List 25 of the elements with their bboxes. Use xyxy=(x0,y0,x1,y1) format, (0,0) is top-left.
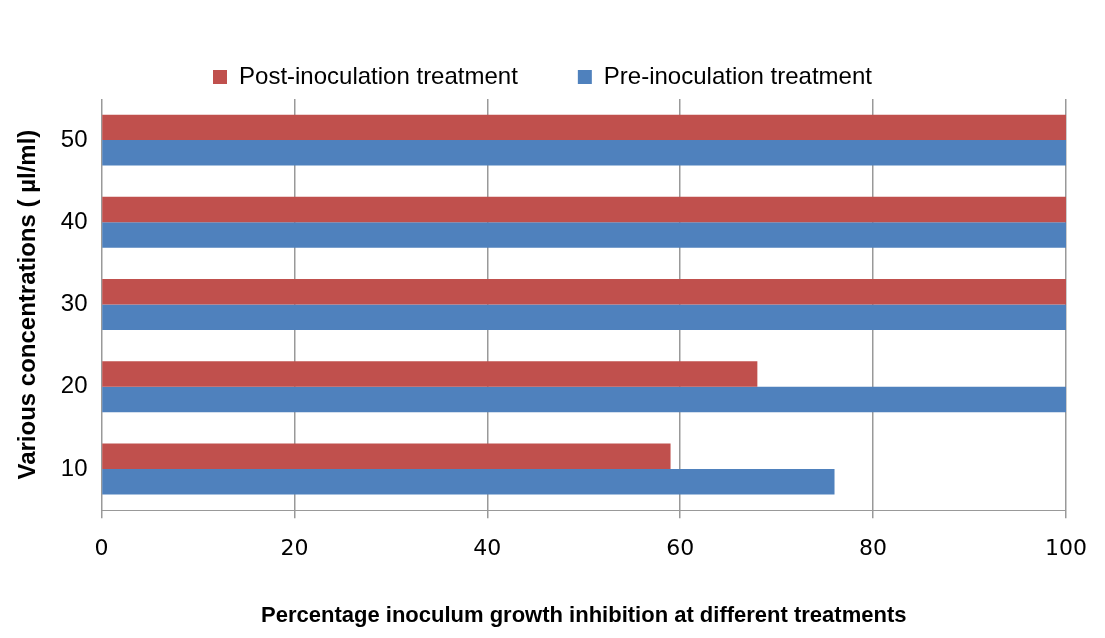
y-tick-label: 50 xyxy=(60,124,88,152)
x-tick-label: 40 xyxy=(473,535,502,561)
bar xyxy=(102,140,1066,166)
y-axis-title: Various concentrations ( µl/ml) xyxy=(13,129,41,480)
x-tick-label: 100 xyxy=(1045,535,1087,561)
bar xyxy=(102,304,1066,331)
y-tick-label: 10 xyxy=(60,453,88,481)
bar xyxy=(102,222,1066,248)
x-axis-title: Percentage inoculum growth inhibition at different treatments xyxy=(261,601,907,627)
x-tick-label: 80 xyxy=(859,535,888,561)
bar xyxy=(102,196,1066,223)
bar xyxy=(102,469,835,495)
bar xyxy=(102,114,1066,141)
bar xyxy=(102,361,758,387)
x-tick-label: 60 xyxy=(666,535,695,561)
x-tick-label: 0 xyxy=(94,535,109,561)
y-tick-label: 40 xyxy=(60,206,88,234)
legend-label: Post-inoculation treatment xyxy=(239,61,519,89)
bar xyxy=(102,386,1066,413)
bar xyxy=(102,279,1066,305)
y-tick-label: 30 xyxy=(60,289,88,317)
x-tick-label: 20 xyxy=(280,535,309,561)
y-tick-label: 20 xyxy=(60,371,88,399)
legend-label: Pre-inoculation treatment xyxy=(603,61,873,89)
bar xyxy=(102,443,671,470)
